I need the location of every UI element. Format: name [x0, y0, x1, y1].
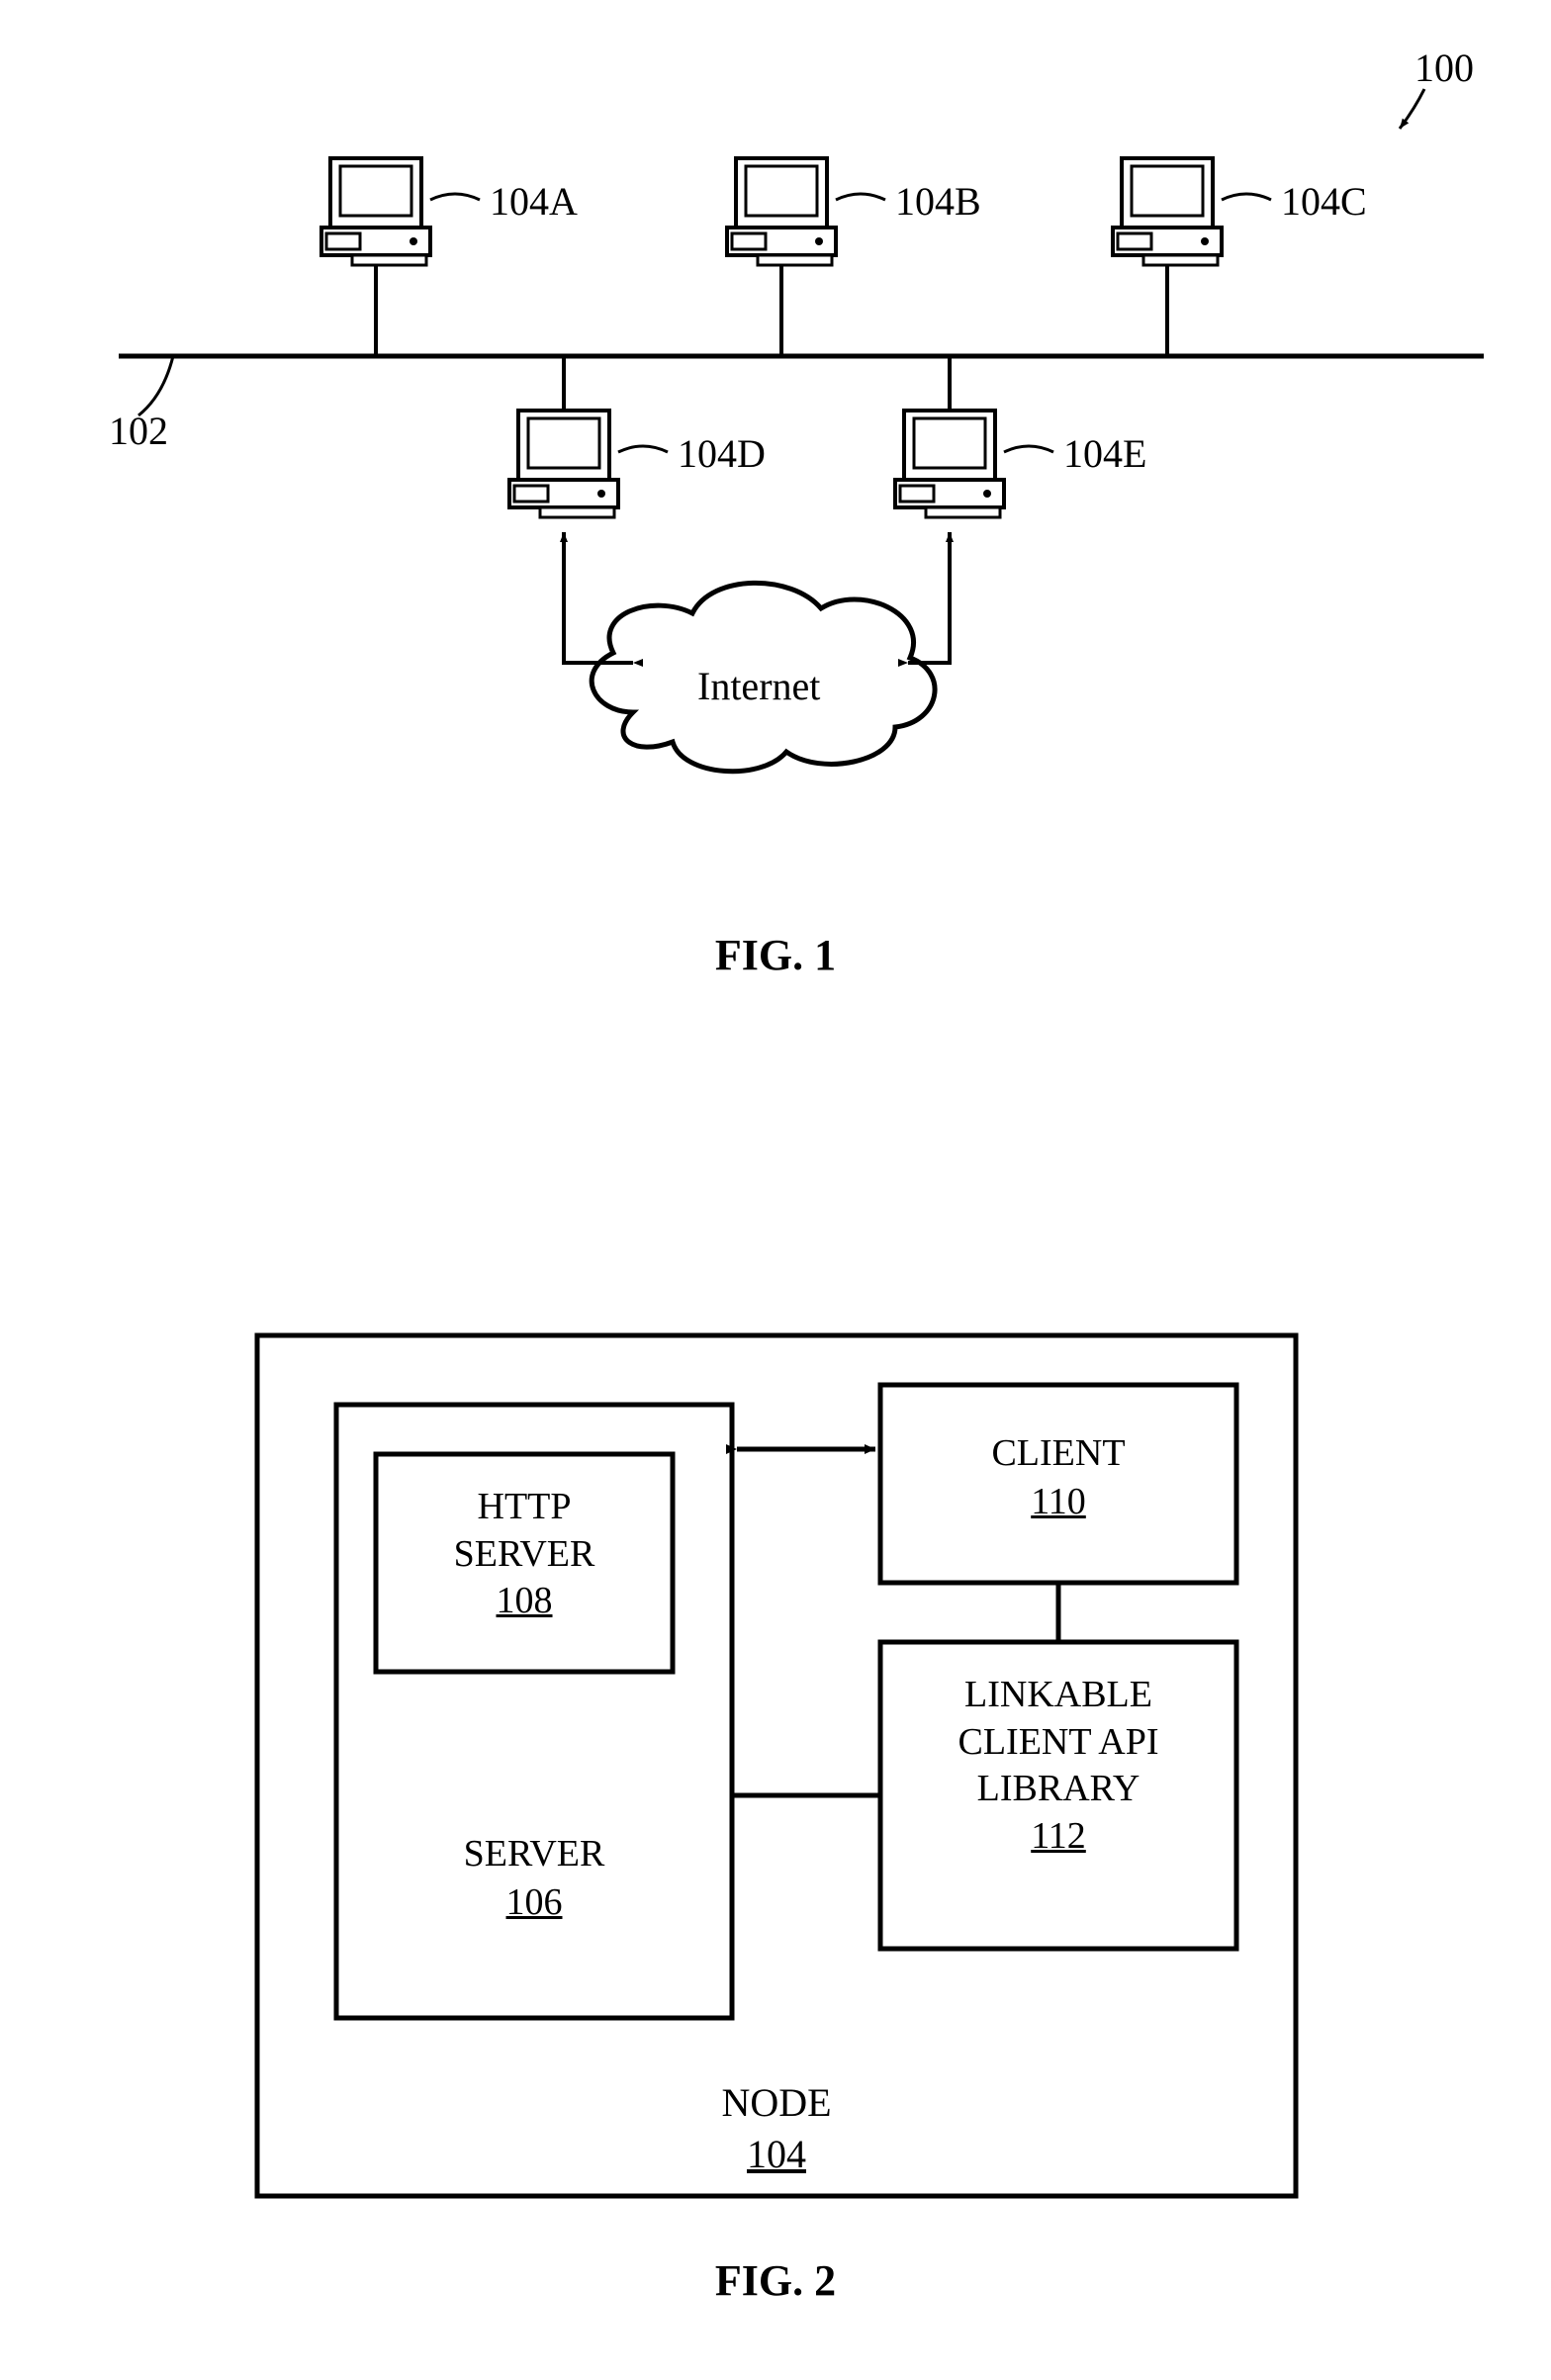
- node-name: NODE: [257, 2077, 1296, 2129]
- figure-2-svg: [0, 0, 1551, 2380]
- client-label: CLIENT 110: [880, 1429, 1236, 1527]
- library-line1: LINKABLE: [880, 1672, 1236, 1719]
- library-ref: 112: [880, 1813, 1236, 1861]
- http-server-label: HTTP SERVER 108: [376, 1484, 673, 1625]
- http-server-line1: HTTP: [376, 1484, 673, 1531]
- http-server-ref: 108: [376, 1578, 673, 1625]
- library-label: LINKABLE CLIENT API LIBRARY 112: [880, 1672, 1236, 1860]
- client-name: CLIENT: [880, 1429, 1236, 1478]
- http-server-line2: SERVER: [376, 1531, 673, 1579]
- server-name: SERVER: [336, 1830, 732, 1878]
- server-label: SERVER 106: [336, 1830, 732, 1928]
- node-ref: 104: [257, 2129, 1296, 2180]
- library-line2: CLIENT API: [880, 1719, 1236, 1767]
- figure-2: HTTP SERVER 108 SERVER 106 CLIENT 110 LI…: [0, 0, 1551, 2380]
- node-label: NODE 104: [257, 2077, 1296, 2180]
- server-ref: 106: [336, 1878, 732, 1927]
- library-line3: LIBRARY: [880, 1766, 1236, 1813]
- client-ref: 110: [880, 1478, 1236, 1526]
- figure-2-caption: FIG. 2: [0, 2255, 1551, 2306]
